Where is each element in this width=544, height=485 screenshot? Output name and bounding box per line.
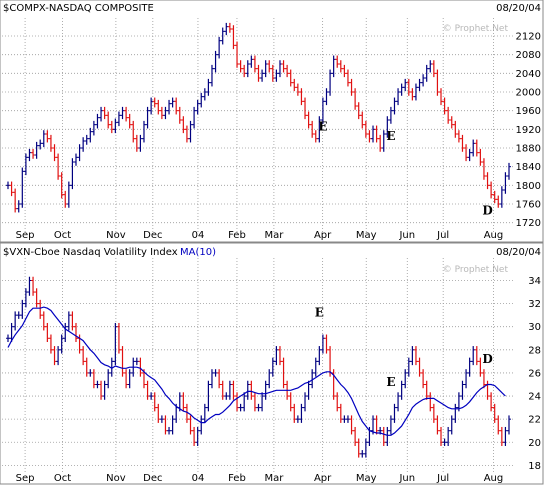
vxn-date: 08/20/04	[496, 247, 541, 258]
vxn-x-tick-label: Nov	[106, 473, 126, 484]
vxn-panel: $VXN-Cboe Nasdaq Volatility Index MA(10)…	[0, 242, 544, 485]
vxn-annotation-label: E	[386, 375, 395, 389]
nasdaq-x-tick-label: Sep	[16, 230, 35, 241]
vxn-panel-frame	[0, 242, 544, 485]
nasdaq-y-tick-label: 1720	[516, 218, 541, 229]
vxn-y-tick-label: 34	[528, 276, 541, 287]
nasdaq-watermark: © Prophet.Net	[443, 24, 509, 34]
vxn-y-tick-label: 20	[528, 438, 541, 449]
nasdaq-annotation-label: D	[482, 204, 492, 218]
nasdaq-x-tick-label: Nov	[106, 230, 126, 241]
nasdaq-y-tick-label: 2000	[516, 88, 541, 99]
nasdaq-x-tick-label: Jul	[436, 230, 449, 241]
vxn-x-tick-label: Sep	[16, 473, 35, 484]
nasdaq-y-tick-label: 1840	[516, 162, 541, 173]
vxn-y-tick-label: 24	[528, 392, 541, 403]
vxn-y-axis: 18 20 22 24 26 28 30 32 34	[528, 276, 541, 472]
vxn-title: $VXN-Cboe Nasdaq Volatility Index	[3, 247, 178, 258]
nasdaq-x-tick-label: Jun	[398, 230, 415, 241]
nasdaq-annotation-label: E	[386, 129, 395, 143]
nasdaq-grid	[2, 18, 515, 234]
nasdaq-x-tick-label: Mar	[264, 230, 284, 241]
vxn-x-tick-label: Oct	[54, 473, 71, 484]
vxn-y-tick-label: 18	[528, 461, 541, 472]
vxn-x-axis: Sep Oct Nov Dec 04 Feb Mar Apr May Jun Jul Aug	[16, 473, 504, 484]
vxn-ma-legend: MA(10)	[180, 247, 216, 258]
vxn-x-tick-label: May	[356, 473, 377, 484]
vxn-x-tick-label: Dec	[143, 473, 162, 484]
nasdaq-y-tick-label: 2080	[516, 50, 541, 61]
vxn-x-tick-label: Jul	[436, 473, 449, 484]
nasdaq-y-axis: 1720 1760 1800 1840 1880 1920 1960 2000 2040 2080…	[516, 32, 541, 230]
vxn-annotation-label: D	[482, 352, 492, 366]
vxn-y-tick-label: 30	[528, 322, 541, 333]
vxn-annotations: E E D	[315, 306, 493, 389]
nasdaq-y-tick-label: 1880	[516, 144, 541, 155]
nasdaq-y-tick-label: 2040	[516, 69, 541, 80]
nasdaq-y-tick-label: 1920	[516, 125, 541, 136]
vxn-watermark: © Prophet.Net	[443, 265, 509, 275]
nasdaq-panel: $COMPX-NASDAQ COMPOSITE 08/20/04 © Proph…	[0, 0, 544, 243]
nasdaq-x-tick-label: May	[356, 230, 377, 241]
nasdaq-x-tick-label: Oct	[54, 230, 71, 241]
nasdaq-y-tick-label: 1960	[516, 106, 541, 117]
vxn-y-tick-label: 26	[528, 368, 541, 379]
nasdaq-y-tick-label: 1800	[516, 181, 541, 192]
vxn-x-tick-label: Apr	[314, 473, 332, 484]
vxn-x-tick-label: Jun	[398, 473, 415, 484]
vxn-x-tick-label: Aug	[484, 473, 504, 484]
nasdaq-price-bars	[6, 22, 511, 213]
nasdaq-x-tick-label: Feb	[228, 230, 246, 241]
nasdaq-date: 08/20/04	[496, 3, 541, 14]
vxn-price-bar	[507, 415, 511, 435]
nasdaq-y-tick-label: 2120	[516, 32, 541, 43]
vxn-annotation-label: E	[315, 306, 324, 320]
vxn-y-tick-label: 22	[528, 415, 541, 426]
nasdaq-x-tick-label: Dec	[143, 230, 162, 241]
nasdaq-x-tick-label: Apr	[314, 230, 332, 241]
vxn-ma-line	[7, 306, 506, 436]
nasdaq-panel-frame	[0, 0, 544, 243]
vxn-x-tick-label: Mar	[264, 473, 284, 484]
nasdaq-x-axis: Sep Oct Nov Dec 04 Feb Mar Apr May Jun Jul Aug	[16, 230, 504, 241]
nasdaq-price-bar	[507, 162, 511, 180]
nasdaq-x-tick-label: 04	[192, 230, 205, 241]
vxn-x-tick-label: Feb	[228, 473, 246, 484]
nasdaq-x-tick-label: Aug	[484, 230, 504, 241]
vxn-price-bars	[6, 276, 511, 458]
vxn-ma-line-group	[7, 306, 506, 436]
vxn-x-tick-label: 04	[192, 473, 205, 484]
nasdaq-annotation-label: E	[318, 120, 327, 134]
nasdaq-annotations: E E D	[318, 120, 492, 218]
vxn-y-tick-label: 28	[528, 345, 541, 356]
nasdaq-y-tick-label: 1760	[516, 200, 541, 211]
vxn-y-tick-label: 32	[528, 299, 541, 310]
nasdaq-title: $COMPX-NASDAQ COMPOSITE	[3, 3, 154, 14]
